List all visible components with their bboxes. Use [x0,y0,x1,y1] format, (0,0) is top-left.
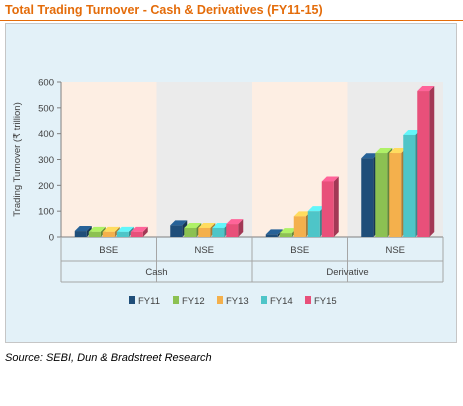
x-tick-label: BSE [99,245,118,256]
bar-FY13-BSE [102,231,115,237]
bar-top-FY14 [116,226,134,232]
bar-side-FY15 [142,226,148,237]
bar-FY12-NSE [184,227,197,237]
bar-top-FY15 [130,226,148,232]
x-tick-label: NSE [385,245,405,256]
bar-top-FY12 [279,228,297,234]
bar-FY12-NSE [375,153,388,237]
plot-panel [61,82,157,237]
bar-top-FY12 [88,226,106,232]
bar-top-FY15 [321,176,339,182]
bar-top-FY12 [184,222,202,228]
source-note: Source: SEBI, Dun & Bradstreet Research [5,352,212,364]
bar-top-FY14 [212,222,230,228]
legend-swatch-FY15 [305,296,311,304]
legend-swatch-FY13 [217,296,223,304]
bar-side-FY15 [429,86,435,237]
y-tick-label: 200 [38,181,54,192]
bar-FY11-NSE [170,225,183,237]
plot-panel [156,82,252,237]
bar-FY11-NSE [361,158,374,237]
bar-FY13-BSE [293,216,306,237]
bar-top-FY12 [375,148,393,154]
chart-area: 0 100 200 300 400 500 600 Trading Turnover (₹ t… [5,23,457,343]
bar-side-FY15 [333,176,339,237]
bar-top-FY11 [170,220,188,226]
y-tick-label: 600 [38,78,54,89]
bar-top-FY11 [361,153,379,159]
y-tick-label: 400 [38,129,54,140]
bar-FY12-BSE [279,233,292,237]
bar-side-FY15 [238,219,244,237]
bar-top-FY11 [265,229,283,235]
bar-chart: 0 100 200 300 400 500 600 Trading Turnover (₹ t… [12,78,444,307]
bar-FY13-NSE [198,227,211,237]
y-tick-label: 0 [49,233,54,244]
bar-FY11-BSE [74,231,87,237]
x-group-label: Cash [145,267,167,278]
legend-label-FY14: FY14 [270,296,293,307]
bar-FY14-BSE [307,211,320,237]
legend-swatch-FY12 [173,296,179,304]
bar-top-FY15 [417,86,435,92]
x-tick-label: NSE [194,245,214,256]
bar-top-FY13 [389,148,407,154]
bar-FY15-BSE [321,181,334,237]
bar-top-FY13 [102,226,120,232]
bar-FY14-NSE [212,227,225,237]
title-divider [0,20,463,21]
bar-top-FY15 [226,219,244,225]
y-tick-label: 300 [38,155,54,166]
bar-FY14-NSE [403,134,416,237]
bar-top-FY13 [293,211,311,217]
x-group-label: Derivative [326,267,368,278]
legend-label-FY11: FY11 [138,296,160,307]
bar-FY15-BSE [130,231,143,237]
bar-FY11-BSE [265,234,278,237]
legend-label-FY12: FY12 [182,296,205,307]
legend-swatch-FY11 [129,296,135,304]
x-tick-label: BSE [290,245,309,256]
bar-FY12-BSE [88,231,101,237]
bar-FY14-BSE [116,231,129,237]
bar-FY15-NSE [226,224,239,237]
y-tick-label: 500 [38,103,54,114]
legend-label-FY13: FY13 [226,296,249,307]
bar-top-FY14 [307,206,325,212]
bar-FY15-NSE [417,91,430,238]
bar-top-FY14 [403,129,421,135]
y-tick-label: 100 [38,207,54,218]
chart-title: Total Trading Turnover - Cash & Derivati… [5,3,323,17]
legend-label-FY15: FY15 [314,296,337,307]
legend-swatch-FY14 [261,296,267,304]
bar-top-FY11 [74,226,92,232]
y-axis-title: Trading Turnover (₹ trillion) [12,102,23,216]
bar-FY13-NSE [389,153,402,237]
bar-top-FY13 [198,222,216,228]
